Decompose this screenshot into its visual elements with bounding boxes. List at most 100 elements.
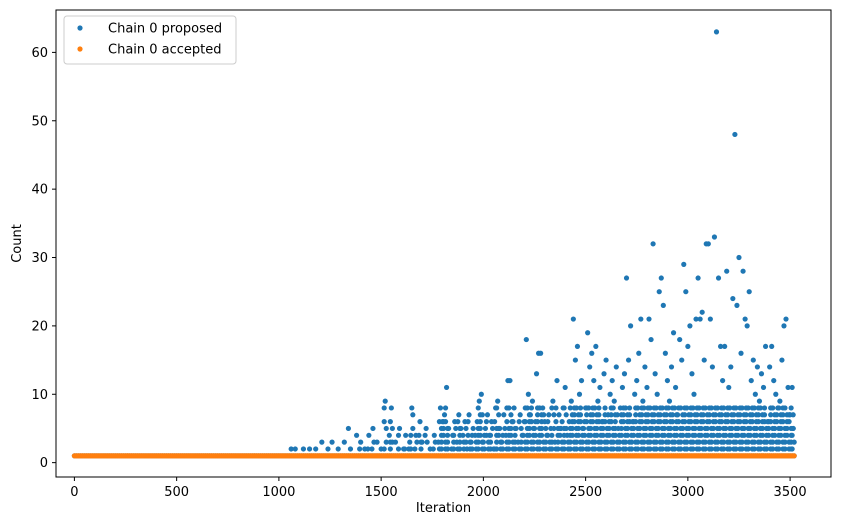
proposed-point bbox=[636, 350, 642, 356]
proposed-point bbox=[381, 405, 387, 411]
proposed-point bbox=[484, 412, 491, 418]
proposed-point bbox=[666, 398, 673, 404]
proposed-point bbox=[716, 432, 723, 438]
proposed-point bbox=[569, 425, 575, 432]
proposed-point bbox=[443, 384, 450, 391]
legend-label-accepted: Chain 0 accepted bbox=[108, 43, 222, 58]
proposed-point bbox=[739, 439, 745, 445]
proposed-point bbox=[438, 439, 445, 445]
proposed-point bbox=[717, 343, 724, 350]
proposed-point bbox=[674, 425, 680, 432]
proposed-point bbox=[499, 439, 505, 445]
proposed-point bbox=[550, 398, 556, 404]
proposed-point bbox=[727, 405, 733, 411]
proposed-point bbox=[768, 419, 774, 425]
proposed-point bbox=[543, 446, 549, 452]
proposed-point bbox=[772, 425, 778, 432]
proposed-point bbox=[554, 377, 560, 384]
proposed-point bbox=[557, 432, 563, 438]
x-tick-label: 1500 bbox=[365, 485, 398, 500]
proposed-point bbox=[741, 425, 747, 432]
x-tick-label: 2500 bbox=[569, 485, 602, 500]
proposed-point bbox=[701, 357, 707, 363]
proposed-point bbox=[758, 371, 765, 377]
proposed-point bbox=[687, 323, 693, 329]
proposed-point bbox=[586, 439, 592, 445]
proposed-point bbox=[786, 419, 792, 425]
proposed-point bbox=[624, 432, 631, 438]
proposed-point bbox=[668, 364, 675, 370]
proposed-point bbox=[440, 425, 447, 432]
proposed-point bbox=[527, 412, 534, 418]
proposed-point bbox=[779, 357, 785, 363]
proposed-point bbox=[553, 405, 559, 411]
proposed-point bbox=[526, 432, 532, 438]
proposed-point bbox=[453, 425, 459, 432]
proposed-point bbox=[663, 419, 669, 425]
proposed-point bbox=[732, 131, 738, 138]
proposed-point bbox=[657, 419, 663, 425]
proposed-point bbox=[756, 398, 763, 404]
proposed-point bbox=[457, 446, 463, 452]
proposed-point bbox=[653, 405, 659, 411]
proposed-point bbox=[690, 439, 696, 445]
y-axis: 0 10 20 30 40 50 60 bbox=[31, 46, 56, 471]
proposed-point bbox=[782, 439, 788, 445]
proposed-point bbox=[726, 384, 732, 391]
proposed-point bbox=[487, 432, 494, 438]
proposed-point bbox=[606, 425, 612, 432]
proposed-point bbox=[529, 398, 536, 404]
proposed-point bbox=[676, 419, 682, 425]
proposed-point bbox=[543, 439, 549, 445]
proposed-point bbox=[682, 412, 688, 418]
proposed-point bbox=[748, 377, 754, 384]
proposed-point bbox=[649, 425, 655, 432]
proposed-point bbox=[772, 432, 778, 438]
proposed-point bbox=[540, 405, 546, 411]
proposed-point bbox=[534, 412, 541, 418]
proposed-point bbox=[744, 323, 750, 329]
proposed-point bbox=[751, 439, 757, 445]
proposed-point bbox=[669, 412, 676, 418]
proposed-point bbox=[539, 432, 545, 438]
proposed-point bbox=[789, 446, 795, 452]
proposed-point bbox=[662, 350, 668, 356]
y-tick-label: 10 bbox=[31, 388, 48, 403]
proposed-point bbox=[523, 336, 529, 343]
proposed-point bbox=[392, 439, 399, 445]
proposed-point bbox=[661, 432, 667, 438]
proposed-point bbox=[670, 330, 677, 336]
proposed-point bbox=[641, 439, 647, 445]
proposed-point bbox=[771, 377, 777, 384]
proposed-point bbox=[659, 439, 665, 445]
proposed-point bbox=[645, 419, 651, 425]
proposed-point bbox=[754, 364, 760, 370]
proposed-point bbox=[629, 439, 635, 445]
proposed-point bbox=[714, 439, 721, 445]
proposed-point bbox=[611, 398, 617, 404]
proposed-point bbox=[553, 419, 559, 425]
proposed-point bbox=[727, 439, 733, 445]
proposed-point bbox=[571, 412, 577, 418]
proposed-point bbox=[614, 412, 620, 418]
proposed-point bbox=[778, 425, 784, 432]
proposed-point bbox=[761, 412, 768, 418]
proposed-point bbox=[664, 377, 671, 384]
proposed-point bbox=[760, 384, 767, 391]
proposed-point bbox=[470, 425, 476, 432]
proposed-point bbox=[418, 446, 424, 452]
proposed-point bbox=[671, 446, 678, 452]
proposed-point bbox=[634, 377, 640, 384]
proposed-point bbox=[610, 446, 616, 452]
proposed-point bbox=[530, 439, 537, 445]
proposed-point bbox=[631, 425, 637, 432]
proposed-point bbox=[695, 275, 701, 281]
proposed-point bbox=[370, 425, 376, 432]
y-tick-label: 50 bbox=[31, 114, 48, 129]
proposed-point bbox=[596, 412, 602, 418]
proposed-point bbox=[482, 425, 489, 432]
proposed-point bbox=[745, 439, 751, 445]
proposed-point bbox=[620, 419, 627, 425]
proposed-point bbox=[790, 412, 796, 418]
